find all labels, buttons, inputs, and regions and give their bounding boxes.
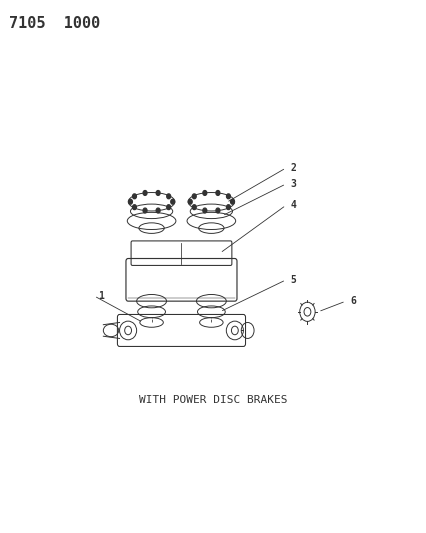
Text: 4: 4: [290, 200, 296, 210]
Circle shape: [132, 205, 136, 209]
Circle shape: [156, 208, 160, 213]
Text: 2: 2: [290, 163, 296, 173]
Circle shape: [192, 205, 196, 209]
Circle shape: [192, 194, 196, 199]
Circle shape: [167, 205, 170, 209]
Text: WITH POWER DISC BRAKES: WITH POWER DISC BRAKES: [139, 395, 287, 405]
Circle shape: [202, 208, 206, 213]
Text: 3: 3: [290, 179, 296, 189]
Circle shape: [226, 194, 230, 199]
Text: 1: 1: [98, 291, 104, 301]
Circle shape: [216, 191, 219, 196]
Circle shape: [188, 199, 192, 204]
Text: 7105  1000: 7105 1000: [9, 16, 100, 31]
Text: 5: 5: [290, 275, 296, 285]
Circle shape: [143, 208, 147, 213]
Circle shape: [128, 199, 132, 204]
Circle shape: [132, 194, 136, 199]
Circle shape: [156, 191, 160, 196]
Circle shape: [167, 194, 170, 199]
Circle shape: [216, 208, 219, 213]
Circle shape: [226, 205, 230, 209]
Circle shape: [230, 199, 234, 204]
Circle shape: [170, 199, 174, 204]
Circle shape: [143, 191, 147, 196]
Text: 6: 6: [349, 296, 355, 306]
Circle shape: [202, 191, 206, 196]
